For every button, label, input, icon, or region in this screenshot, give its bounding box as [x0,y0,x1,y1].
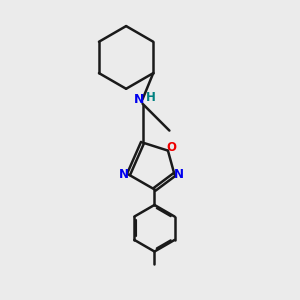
Text: O: O [167,141,177,154]
Text: N: N [134,93,144,106]
Text: N: N [174,168,184,181]
Text: N: N [119,168,129,181]
Text: H: H [146,91,156,104]
